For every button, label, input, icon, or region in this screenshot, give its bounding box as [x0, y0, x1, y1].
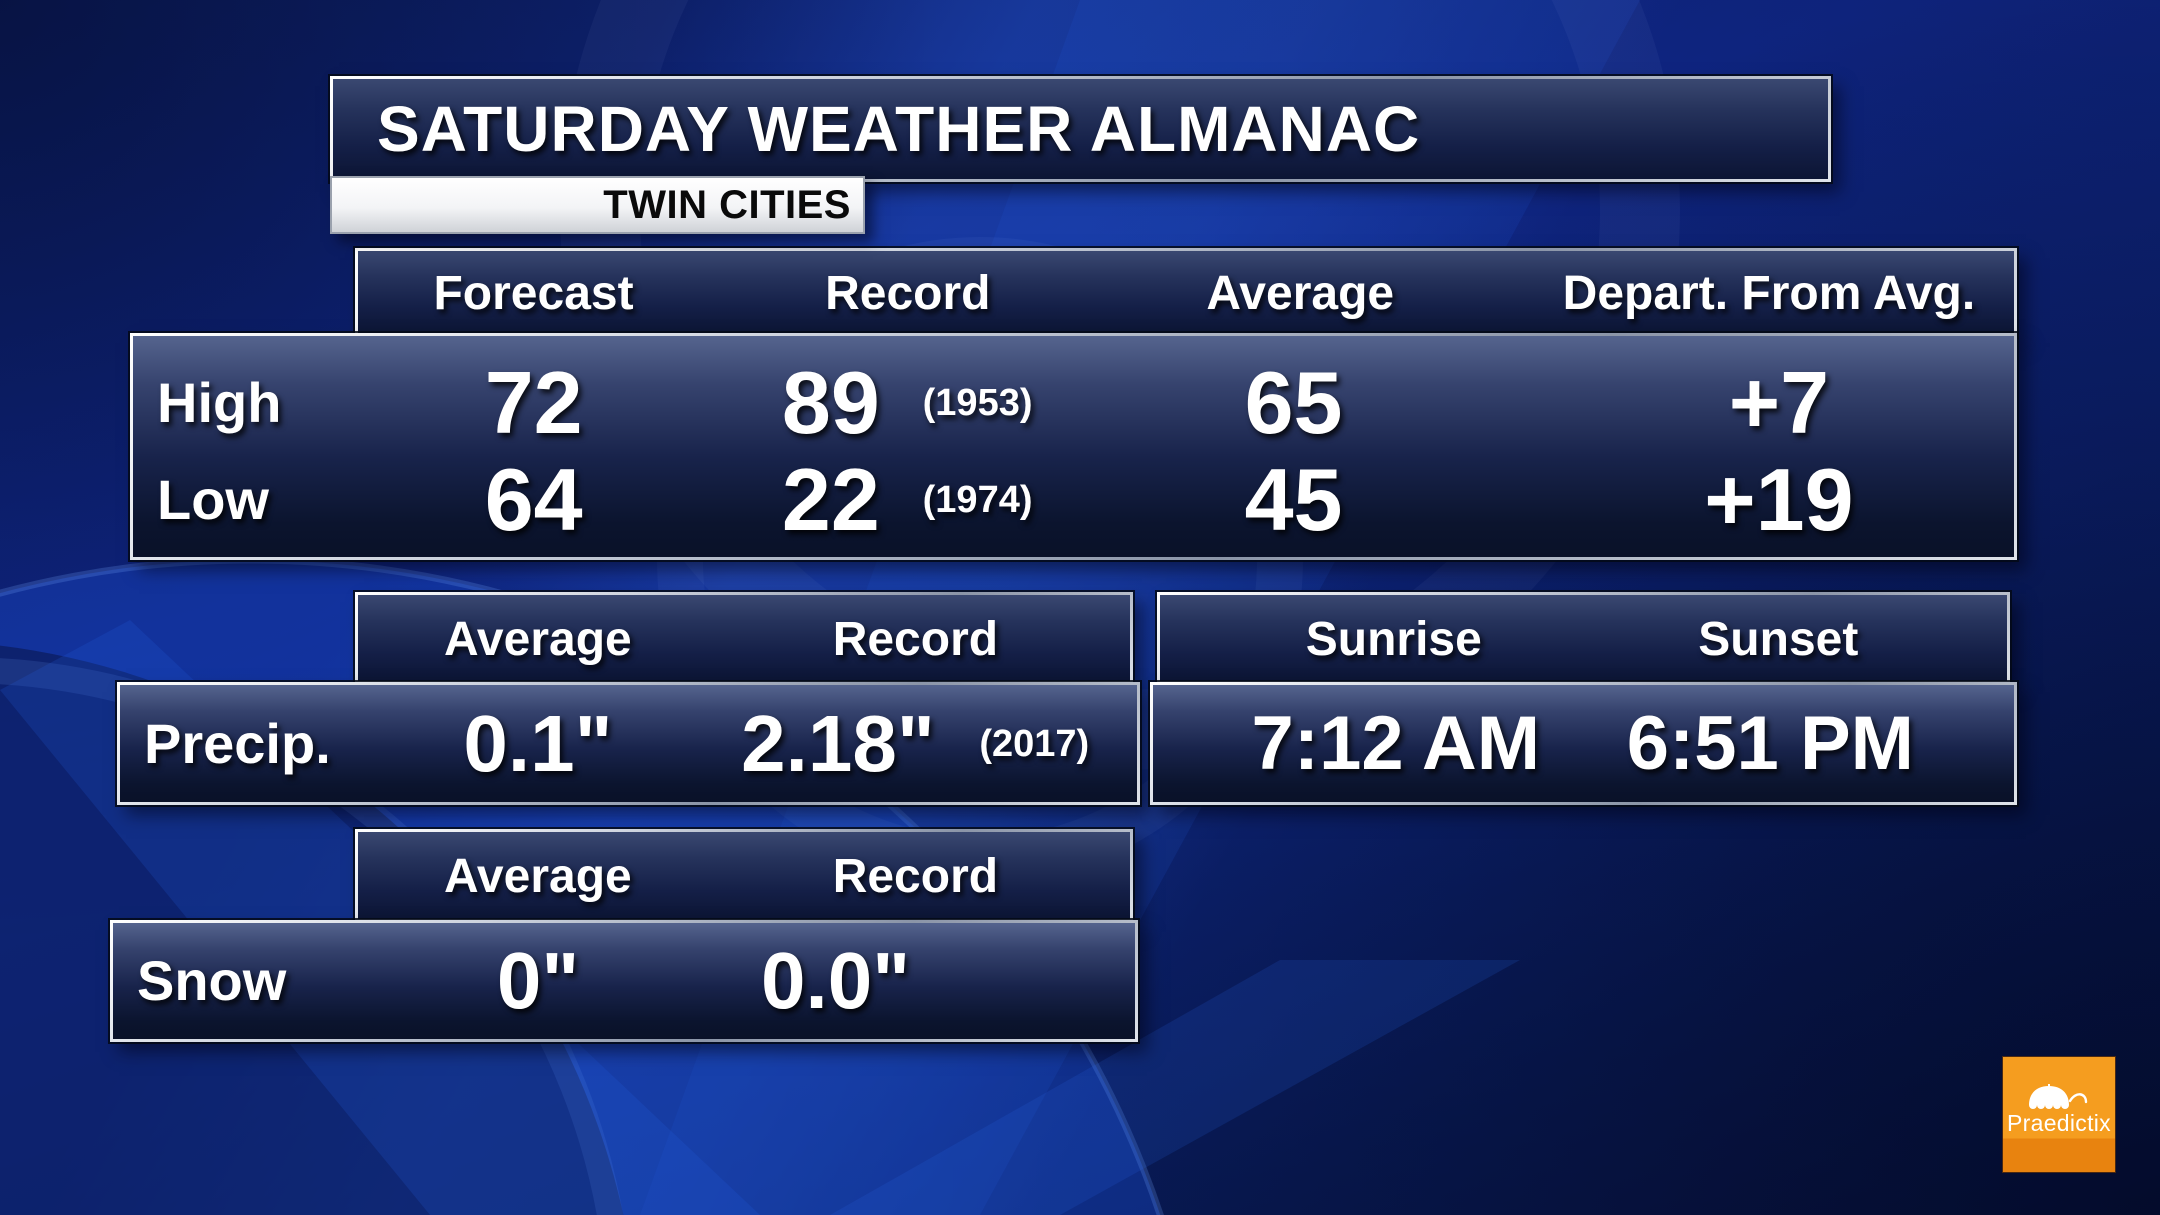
row-label-snow: Snow: [137, 949, 287, 1012]
precip-table-data: Precip. 0.1" 2.18" (2017): [115, 680, 1142, 807]
sunrise-value: 7:12 AM: [1251, 700, 1541, 786]
column-header-sunset: Sunset: [1698, 612, 1859, 666]
low-forecast-value: 64: [484, 449, 583, 549]
precip-average-value: 0.1": [463, 698, 613, 788]
high-departure-value: +7: [1728, 353, 1830, 453]
sun-table-data: 7:12 AM 6:51 PM: [1148, 680, 2019, 807]
column-header-sunrise: Sunrise: [1305, 612, 1482, 666]
umbrella-icon: [2029, 1084, 2088, 1109]
praedictix-logo: Praedictix: [2003, 1057, 2115, 1172]
snow-column-header-record: Record: [832, 850, 999, 904]
sun-table-header: Sunrise Sunset: [1155, 590, 2012, 686]
precip-column-header-average: Average: [444, 612, 632, 666]
high-record-year: (1953): [922, 382, 1033, 425]
location-bar: TWIN CITIES: [330, 176, 865, 234]
row-label-precip: Precip.: [144, 711, 331, 775]
column-header-departure: Depart. From Avg.: [1562, 267, 1976, 321]
high-record-value: 89: [781, 353, 880, 453]
sunset-value: 6:51 PM: [1626, 700, 1914, 786]
precip-column-header-record: Record: [832, 612, 999, 666]
precip-table-header: Average Record: [353, 590, 1135, 686]
low-record-value: 22: [781, 449, 880, 549]
low-average-value: 45: [1244, 449, 1343, 549]
precip-record-year: (2017): [979, 722, 1090, 765]
page-title: SATURDAY WEATHER ALMANAC: [377, 93, 1421, 165]
column-header-average: Average: [1206, 267, 1395, 321]
high-forecast-value: 72: [484, 353, 583, 453]
low-departure-value: +19: [1704, 449, 1854, 549]
location-label: TWIN CITIES: [603, 182, 851, 227]
snow-table-data: Snow 0" 0.0": [108, 918, 1140, 1044]
logo-text: Praedictix: [2007, 1110, 2111, 1136]
row-label-high: High: [157, 371, 282, 435]
snow-average-value: 0": [496, 936, 580, 1025]
logo-accent-band: [2003, 1139, 2115, 1172]
column-header-record: Record: [825, 267, 991, 321]
high-average-value: 65: [1244, 353, 1343, 453]
snow-table-header: Average Record: [353, 827, 1135, 924]
main-table-header: Forecast Record Average Depart. From Avg…: [353, 246, 2019, 339]
low-record-year: (1974): [922, 478, 1033, 521]
title-bar: SATURDAY WEATHER ALMANAC: [328, 74, 1833, 184]
snow-column-header-average: Average: [444, 850, 632, 904]
column-header-forecast: Forecast: [433, 267, 634, 321]
precip-record-value: 2.18": [741, 698, 935, 788]
main-table-data: High 72 89 (1953) 65 +7 Low 64 22 (1974)…: [128, 331, 2019, 562]
row-label-low: Low: [157, 467, 269, 531]
snow-record-value: 0.0": [760, 936, 911, 1025]
